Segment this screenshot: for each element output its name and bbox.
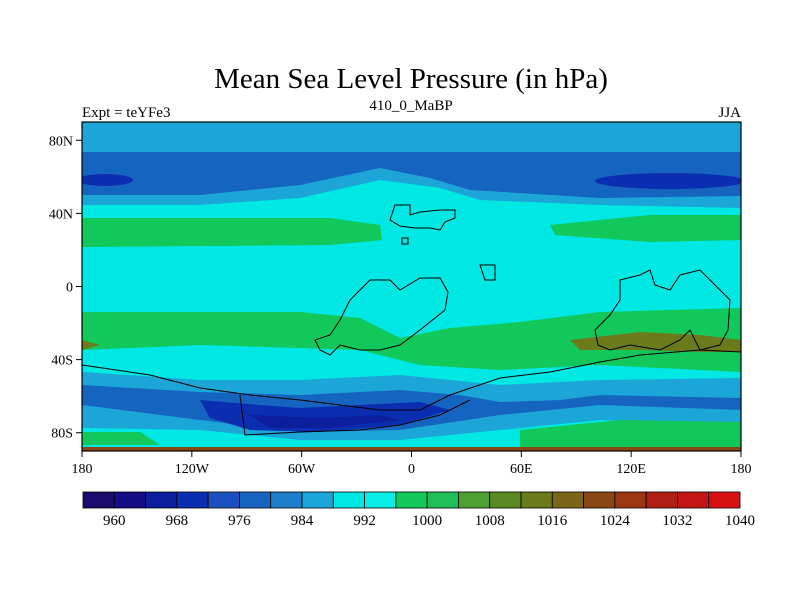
continent-outlines <box>82 204 741 436</box>
field-band-s3 <box>200 400 450 432</box>
colorbar-label: 984 <box>291 513 314 529</box>
x-tick-label: 60W <box>288 462 316 477</box>
field-green-sw <box>82 432 160 445</box>
colorbar-swatch <box>332 491 365 509</box>
continent-outline-central <box>314 277 449 356</box>
colorbar-swatch <box>301 491 334 509</box>
colorbar-label: 960 <box>103 513 126 529</box>
colorbar-swatch <box>239 491 272 509</box>
colorbar-swatch <box>364 491 397 509</box>
colorbar-label: 1008 <box>475 513 505 529</box>
field-band-n3 <box>82 152 741 198</box>
field-green-ne <box>550 215 741 242</box>
field-band-n1 <box>82 122 741 136</box>
colorbar-swatch <box>145 491 178 509</box>
x-tick-label: 120W <box>175 462 210 477</box>
colorbar-swatch <box>176 491 209 509</box>
colorbar-swatch <box>614 491 647 509</box>
colorbar-label: 976 <box>228 513 251 529</box>
x-tick-label: 120E <box>616 462 646 477</box>
colorbar-swatch <box>520 491 553 509</box>
colorbar-swatch <box>458 491 491 509</box>
colorbar-swatch <box>207 491 240 509</box>
colorbar-label: 1000 <box>412 513 442 529</box>
colorbar-swatch <box>583 491 616 509</box>
field-olive-w <box>82 340 100 350</box>
y-tick-label: 80N <box>49 134 73 149</box>
age-label: 410_0_MaBP <box>369 98 452 114</box>
map-plot-area <box>82 122 741 451</box>
y-tick-label: 40S <box>51 354 73 369</box>
colorbar-label: 1024 <box>600 513 631 529</box>
colorbar-swatch <box>489 491 522 509</box>
continent-outline-north <box>389 204 456 231</box>
y-tick-label: 40N <box>49 207 73 222</box>
x-tick-label: 180 <box>731 462 752 477</box>
x-tick-label: 180 <box>72 462 93 477</box>
colorbar-label: 1032 <box>662 513 692 529</box>
colorbar-swatch <box>82 491 115 509</box>
colorbar-swatch <box>645 491 678 509</box>
chart-title: Mean Sea Level Pressure (in hPa) <box>214 63 608 95</box>
season-label: JJA <box>718 105 741 121</box>
field-green-nw <box>82 218 382 247</box>
field-low-east <box>595 173 741 189</box>
colorbar-label: 992 <box>353 513 376 529</box>
colorbar-swatch <box>395 491 428 509</box>
colorbar-label: 1016 <box>537 513 568 529</box>
continent-outline-small <box>401 237 409 245</box>
colorbar-swatch <box>113 491 146 509</box>
field-green-se <box>520 420 741 448</box>
colorbar-label: 1040 <box>725 513 755 529</box>
colorbar: 960 968 976 984 992 1000 1008 1016 1024 1032 1040 <box>82 491 755 529</box>
colorbar-swatch <box>551 491 584 509</box>
colorbar-swatch <box>677 491 710 509</box>
continent-outline-east <box>594 269 731 351</box>
field-band-s4 <box>250 415 400 428</box>
continent-outline-africa <box>479 264 496 281</box>
x-tick-label: 0 <box>408 462 415 477</box>
colorbar-label: 968 <box>166 513 189 529</box>
colorbar-swatch <box>270 491 303 509</box>
y-tick-label: 80S <box>51 427 73 442</box>
field-low-west <box>82 174 133 186</box>
field-south-edge <box>82 447 741 451</box>
y-tick-label: 0 <box>66 281 73 296</box>
colorbar-swatch <box>426 491 459 509</box>
x-tick-label: 60E <box>510 462 533 477</box>
experiment-label: Expt = teYFe3 <box>82 105 170 121</box>
field-green-s <box>82 308 741 372</box>
y-axis: 80N 40N 0 40S 80S <box>49 134 82 442</box>
x-axis: 180 120W 60W 0 60E 120E 180 <box>72 451 752 477</box>
continent-outline-south <box>82 349 741 436</box>
colorbar-swatch <box>708 491 741 509</box>
